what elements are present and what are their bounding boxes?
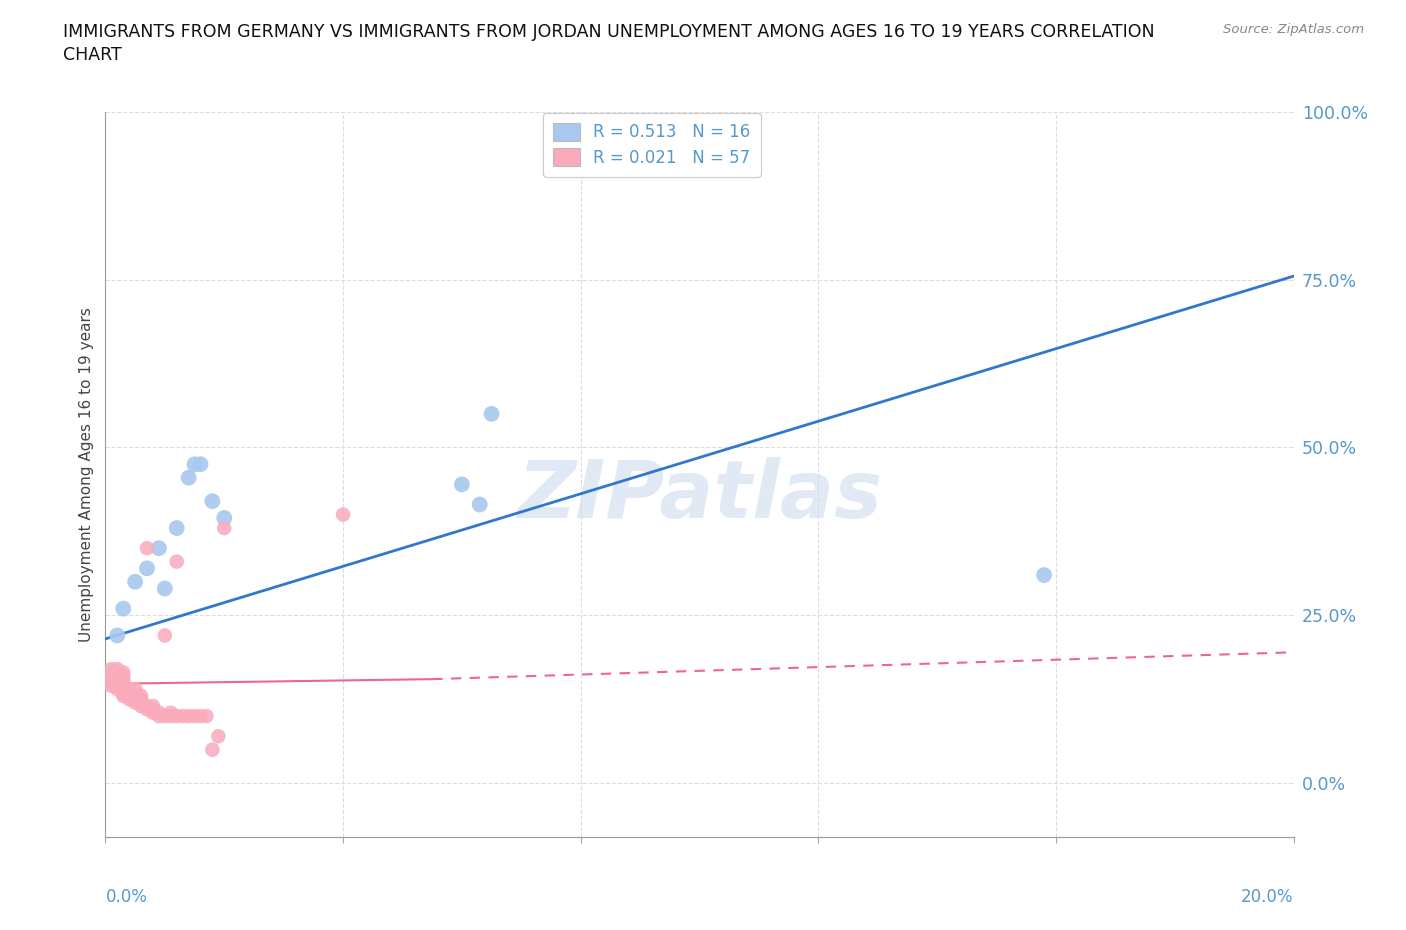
Point <box>201 494 224 509</box>
Point <box>105 628 128 643</box>
Point <box>201 742 224 757</box>
Point <box>124 685 146 700</box>
Point <box>118 692 141 707</box>
Point <box>129 692 152 707</box>
Point <box>100 679 122 694</box>
Point <box>468 498 491 512</box>
Point <box>177 471 200 485</box>
Point <box>195 709 218 724</box>
Text: Source: ZipAtlas.com: Source: ZipAtlas.com <box>1223 23 1364 36</box>
Point <box>112 682 135 697</box>
Point <box>112 665 135 680</box>
Point <box>481 406 503 421</box>
Point <box>124 688 146 703</box>
Point <box>207 729 229 744</box>
Y-axis label: Unemployment Among Ages 16 to 19 years: Unemployment Among Ages 16 to 19 years <box>79 307 94 642</box>
Point <box>1033 567 1056 582</box>
Point <box>124 692 146 707</box>
Point <box>142 698 165 713</box>
Text: IMMIGRANTS FROM GERMANY VS IMMIGRANTS FROM JORDAN UNEMPLOYMENT AMONG AGES 16 TO : IMMIGRANTS FROM GERMANY VS IMMIGRANTS FR… <box>63 23 1154 41</box>
Point <box>214 521 236 536</box>
Point <box>129 688 152 703</box>
Point <box>129 696 152 711</box>
Point <box>214 511 236 525</box>
Point <box>124 682 146 697</box>
Point <box>112 685 135 700</box>
Point <box>153 628 176 643</box>
Point <box>136 561 159 576</box>
Point <box>177 709 200 724</box>
Point <box>112 601 135 616</box>
Point <box>105 671 128 686</box>
Point <box>100 671 122 686</box>
Point <box>112 669 135 684</box>
Point <box>124 575 146 590</box>
Point <box>118 685 141 700</box>
Text: 0.0%: 0.0% <box>105 888 148 906</box>
Point <box>136 698 159 713</box>
Point <box>112 675 135 690</box>
Text: 20.0%: 20.0% <box>1241 888 1294 906</box>
Point <box>105 675 128 690</box>
Text: ZIPatlas: ZIPatlas <box>517 457 882 535</box>
Point <box>100 661 122 676</box>
Point <box>105 679 128 694</box>
Point <box>136 702 159 717</box>
Point <box>190 709 212 724</box>
Point <box>118 682 141 697</box>
Point <box>332 507 354 522</box>
Point <box>118 688 141 703</box>
Point <box>129 698 152 713</box>
Point <box>100 675 122 690</box>
Point <box>105 661 128 676</box>
Point <box>166 709 188 724</box>
Point <box>183 457 205 472</box>
Point <box>166 554 188 569</box>
Legend: R = 0.513   N = 16, R = 0.021   N = 57: R = 0.513 N = 16, R = 0.021 N = 57 <box>543 113 761 177</box>
Point <box>148 540 170 555</box>
Point <box>112 679 135 694</box>
Point <box>105 669 128 684</box>
Point <box>172 709 194 724</box>
Point <box>100 665 122 680</box>
Point <box>159 705 181 720</box>
Point <box>100 669 122 684</box>
Point <box>105 682 128 697</box>
Point <box>112 671 135 686</box>
Point <box>124 696 146 711</box>
Point <box>136 540 159 555</box>
Text: CHART: CHART <box>63 46 122 64</box>
Point <box>166 521 188 536</box>
Point <box>112 688 135 703</box>
Point <box>190 457 212 472</box>
Point <box>153 581 176 596</box>
Point <box>148 709 170 724</box>
Point <box>159 709 181 724</box>
Point <box>183 709 205 724</box>
Point <box>153 709 176 724</box>
Point <box>148 705 170 720</box>
Point <box>105 665 128 680</box>
Point <box>450 477 472 492</box>
Point <box>142 705 165 720</box>
Point <box>142 702 165 717</box>
